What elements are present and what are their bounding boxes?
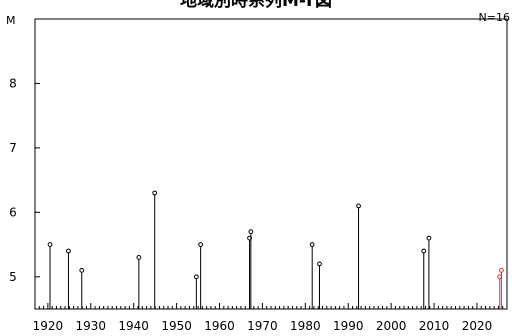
stem-point: [248, 229, 254, 235]
plot-frame: [34, 18, 508, 310]
stem-point: [421, 248, 427, 254]
y-tick-label: 8: [9, 76, 17, 90]
x-tick-label: 1980: [290, 319, 321, 333]
chart-title: 地域別時系列M-T図: [180, 0, 332, 11]
y-axis-label: M: [6, 14, 16, 27]
stem-point: [198, 242, 204, 247]
x-tick-label: 1990: [333, 319, 364, 333]
y-tick-label: 6: [9, 205, 17, 219]
stem-point: [47, 242, 53, 247]
stem-point: [356, 203, 361, 209]
x-tick-label: 1970: [247, 319, 278, 333]
x-tick-label: 1920: [33, 319, 64, 333]
stem-point: [317, 261, 322, 267]
y-tick-label: 7: [9, 141, 17, 155]
x-tick-label: 1940: [118, 319, 149, 333]
count-label: N=16: [479, 11, 510, 24]
stem-point: [499, 267, 504, 273]
x-tick-label: 2020: [462, 319, 493, 333]
y-tick-label: 5: [9, 270, 17, 284]
stem-point: [136, 255, 142, 260]
x-tick-label: 2010: [419, 319, 450, 333]
stem-point: [79, 267, 85, 273]
x-tick-label: 1950: [161, 319, 192, 333]
stem-point: [309, 242, 315, 247]
y-axis: 5 6 7 8: [9, 76, 40, 284]
stems: [47, 190, 504, 309]
x-tick-label: 2000: [376, 319, 407, 333]
x-tick-label: 1960: [204, 319, 235, 333]
stem-point: [426, 235, 432, 241]
x-tick-label: 1930: [76, 319, 107, 333]
stem-point: [193, 274, 199, 280]
stem-point: [66, 248, 71, 254]
x-axis: 1920 1930 1940 1950 1960 1970 1980 1990 2000 2010…: [33, 303, 508, 333]
stem-point: [152, 190, 158, 196]
